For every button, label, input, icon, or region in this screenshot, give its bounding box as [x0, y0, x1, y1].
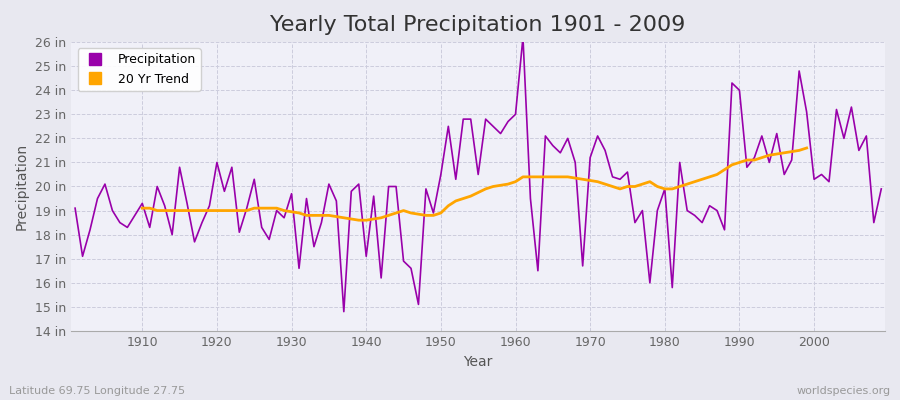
Precipitation [525, 196, 535, 201]
Line: Precipitation: Precipitation [75, 37, 881, 312]
Precipitation [130, 213, 140, 218]
Precipitation [510, 112, 521, 117]
20 Yr Trend [227, 208, 238, 213]
Precipitation [518, 35, 528, 40]
20 Yr Trend [712, 172, 723, 177]
Precipitation [876, 186, 886, 191]
Precipitation [615, 177, 626, 182]
Precipitation [346, 189, 356, 194]
20 Yr Trend [778, 150, 789, 155]
20 Yr Trend [697, 177, 707, 182]
20 Yr Trend [338, 215, 349, 220]
X-axis label: Year: Year [464, 355, 493, 369]
Title: Yearly Total Precipitation 1901 - 2009: Yearly Total Precipitation 1901 - 2009 [271, 15, 686, 35]
Precipitation [69, 206, 80, 210]
20 Yr Trend [801, 146, 812, 150]
Y-axis label: Precipitation: Precipitation [15, 143, 29, 230]
20 Yr Trend [137, 206, 148, 210]
Precipitation [338, 309, 349, 314]
Text: worldspecies.org: worldspecies.org [796, 386, 891, 396]
Precipitation [293, 266, 304, 271]
20 Yr Trend [608, 184, 618, 189]
Text: Latitude 69.75 Longitude 27.75: Latitude 69.75 Longitude 27.75 [9, 386, 185, 396]
Legend: Precipitation, 20 Yr Trend: Precipitation, 20 Yr Trend [77, 48, 201, 91]
Line: 20 Yr Trend: 20 Yr Trend [142, 148, 806, 220]
20 Yr Trend [354, 218, 364, 222]
